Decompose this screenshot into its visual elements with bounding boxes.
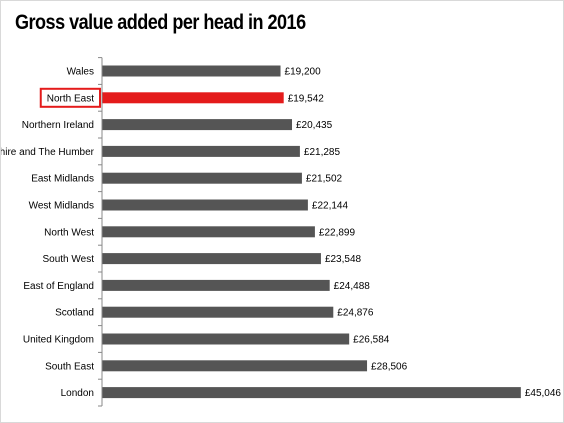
category-label: Northern Ireland	[22, 120, 94, 131]
category-label: United Kingdom	[23, 335, 94, 346]
highlight-box	[39, 87, 101, 108]
bar	[102, 253, 321, 265]
bar	[102, 119, 293, 131]
data-label: £24,876	[337, 308, 374, 319]
bar	[102, 226, 315, 238]
category-label: South West	[42, 254, 94, 265]
bar	[102, 145, 300, 157]
data-label: £19,542	[288, 93, 325, 104]
category-label: North West	[44, 227, 94, 238]
bar	[102, 279, 330, 291]
category-label: London	[61, 388, 94, 399]
data-label: £22,144	[312, 201, 349, 212]
category-label: West Midlands	[29, 201, 94, 212]
data-label: £28,506	[371, 361, 408, 372]
chart-title: Gross value added per head in 2016	[15, 11, 306, 34]
category-label: East Midlands	[31, 174, 94, 185]
category-label: Yorkshire and The Humber	[1, 147, 95, 158]
data-label: £26,584	[353, 335, 390, 346]
bar	[102, 333, 350, 345]
data-label: £24,488	[334, 281, 371, 292]
bar	[102, 92, 284, 104]
bar	[102, 360, 368, 372]
bar	[102, 306, 334, 318]
bar	[102, 172, 302, 184]
category-label: North East	[47, 93, 94, 104]
data-label: £21,502	[306, 174, 343, 185]
data-label: £20,435	[296, 120, 333, 131]
bar	[102, 387, 521, 399]
category-label: Wales	[67, 67, 94, 78]
data-label: £21,285	[304, 147, 341, 158]
bar	[102, 199, 308, 211]
category-label: South East	[45, 361, 94, 372]
data-label: £19,200	[285, 67, 322, 78]
data-label: £45,046	[525, 388, 562, 399]
data-label: £23,548	[325, 254, 362, 265]
data-label: £22,899	[319, 227, 356, 238]
category-label: East of England	[23, 281, 94, 292]
category-label: Scotland	[55, 308, 94, 319]
bar	[102, 65, 281, 77]
